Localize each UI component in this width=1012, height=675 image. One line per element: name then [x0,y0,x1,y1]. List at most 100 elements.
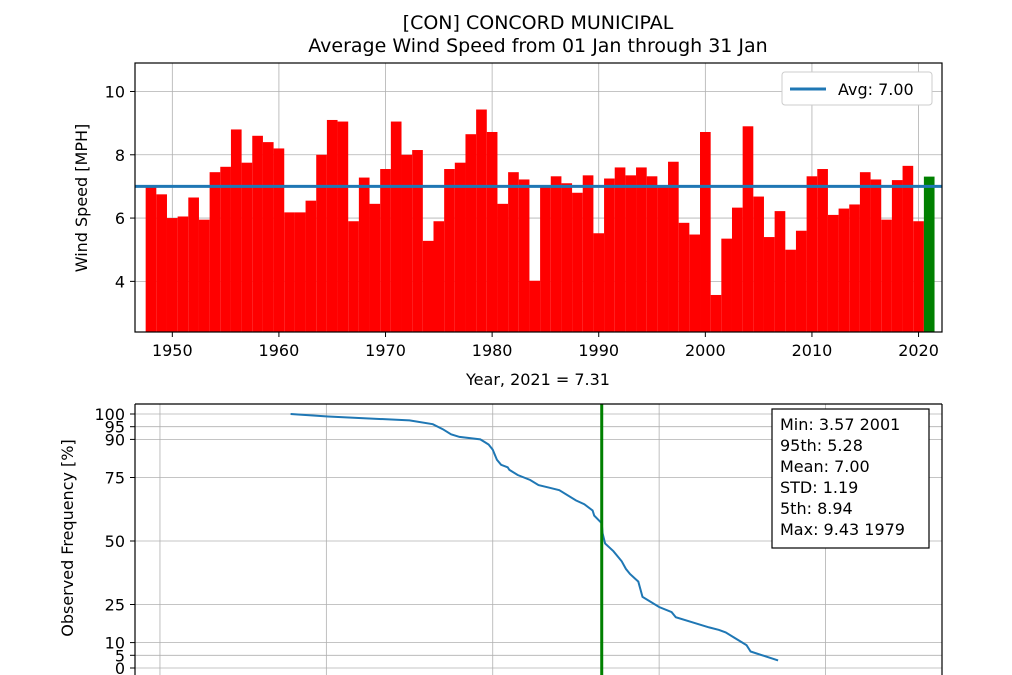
top-x-tick-label: 1960 [259,341,300,360]
bar [806,176,818,332]
bar [444,169,455,332]
top-x-tick-label: 1980 [472,341,513,360]
bar-current-year [923,176,935,332]
bar [198,219,210,332]
bar [145,186,157,332]
stat-5th: 5th: 8.94 [780,499,853,518]
bottom-y-tick-label: 10 [105,634,125,653]
top-bars [145,109,935,332]
legend-label: Avg: 7.00 [838,80,914,99]
bar [486,131,498,332]
top-y-tick-label: 6 [115,209,125,228]
bottom-y-tick-label: 50 [105,532,125,551]
bar [529,280,541,332]
bar [465,134,477,332]
stats-box-frame [771,408,930,549]
bar [358,177,370,332]
bar [572,192,583,332]
bar [668,161,679,332]
bar [412,150,423,332]
bar [550,176,562,332]
bar [348,221,359,332]
bar [454,162,466,332]
bar [316,154,327,332]
bar [795,230,807,332]
top-x-tick-label: 2020 [898,341,939,360]
bar [689,234,701,332]
top-y-axis-ticks: 4 6 8 10 [105,82,135,291]
bar [604,178,615,332]
bar [262,142,274,332]
bar [625,175,637,332]
bar [401,154,413,332]
bar [614,167,626,332]
bar [870,179,882,332]
bar [337,121,349,332]
bottom-y-tick-label: 100 [94,405,125,424]
stat-max: Max: 9.43 1979 [780,520,905,539]
bar [561,183,573,332]
bar [540,186,551,332]
bar [678,222,690,332]
bottom-y-tick-label: 90 [105,430,125,449]
bar [859,172,871,332]
bar [252,135,263,332]
bar [721,238,732,332]
legend: Avg: 7.00 [781,71,933,106]
bar [582,175,594,332]
bar [891,180,903,332]
top-plot-frame [134,62,943,333]
bar [326,119,338,332]
bar [230,129,242,332]
chart-title: [CON] CONCORD MUNICIPAL [403,12,674,34]
bar [209,172,221,332]
bar [241,162,253,332]
bar [177,216,189,332]
bar [273,148,285,332]
bar [913,221,924,332]
bar [838,208,850,332]
legend-box [781,71,933,106]
bar [763,237,775,332]
bottom-y-tick-label: 75 [105,469,125,488]
bar [657,186,669,332]
bar [518,179,530,332]
bar [220,166,231,332]
bar [422,240,434,332]
bottom-y-tick-label: 5 [115,646,125,665]
stat-std: STD: 1.19 [780,478,858,497]
bar [785,249,796,332]
top-y-tick-label: 8 [115,146,125,165]
bar [508,172,519,332]
bar [700,131,711,332]
bottom-y-axis-label: Observed Frequency [%] [58,439,77,637]
bar [390,121,402,332]
bar [433,221,445,332]
bar [881,219,892,332]
bar [636,167,647,332]
top-x-axis-label: Year, 2021 = 7.31 [465,370,610,389]
bar [817,169,828,332]
bar [284,212,295,332]
top-y-tick-label: 4 [115,272,125,291]
bar [902,165,914,332]
bar [827,214,839,332]
bar [294,212,306,332]
bar [305,200,317,332]
bar [476,109,487,332]
bar [369,203,381,332]
bar [166,218,178,332]
bar [646,176,658,332]
bar [731,207,743,332]
top-x-tick-label: 1990 [578,341,619,360]
stats-box: Min: 3.57 2001 95th: 5.28 Mean: 7.00 STD… [771,408,930,549]
bar [380,169,391,332]
top-x-axis-ticks: 1950 1960 1970 1980 1990 2000 2010 2020 [152,332,939,360]
top-x-tick-label: 1970 [365,341,406,360]
stat-min: Min: 3.57 2001 [780,415,900,434]
bottom-y-tick-label: 95 [105,418,125,437]
top-y-tick-label: 10 [105,82,125,101]
